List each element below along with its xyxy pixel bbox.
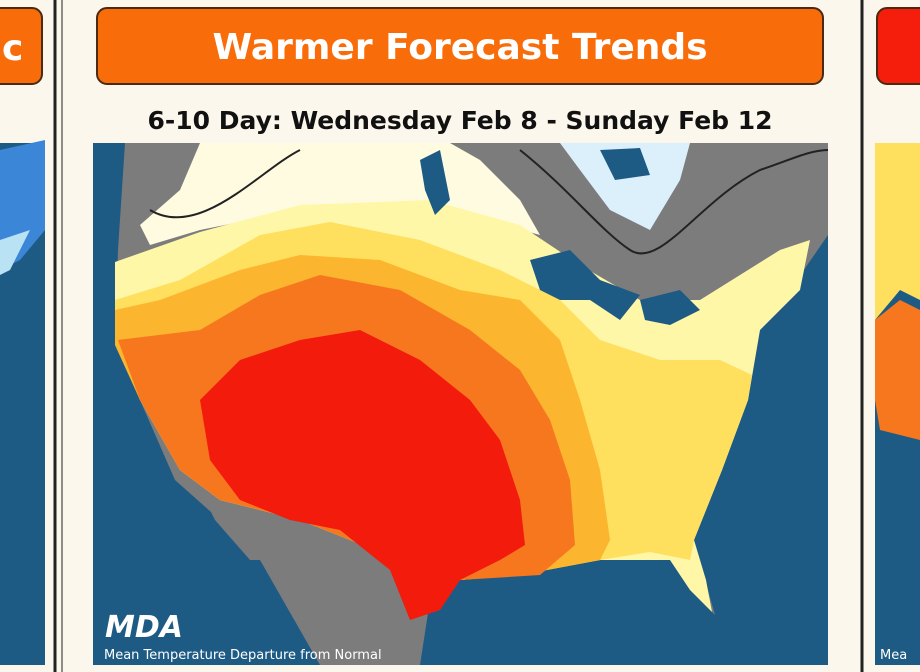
left-card[interactable]: c [0, 7, 45, 665]
left-card-header [0, 7, 43, 85]
contour-line [519, 149, 828, 255]
forecast-map: MDA Mean Temperature Departure from Norm… [93, 143, 828, 665]
right-card-header [876, 7, 920, 85]
right-card-map-band [875, 300, 920, 440]
center-card-subtitle: 6-10 Day: Wednesday Feb 8 - Sunday Feb 1… [147, 106, 772, 135]
great-lakes [640, 290, 700, 325]
left-card-title: c [2, 28, 23, 69]
center-card-header [96, 7, 824, 85]
contour-line [149, 149, 301, 219]
map-logo: MDA [105, 610, 183, 645]
lake [420, 150, 450, 215]
map-caption: Mean Temperature Departure from Normal [104, 648, 382, 663]
great-lakes [530, 250, 640, 320]
land [200, 490, 265, 560]
bay [560, 143, 690, 230]
center-card[interactable]: Warmer Forecast Trends 6-10 Day: Wednesd… [93, 7, 828, 665]
right-card-caption: Mea [880, 648, 907, 663]
right-card-map-band [875, 143, 920, 320]
temp-band-red [200, 330, 525, 620]
right-card[interactable]: Mea [875, 7, 920, 665]
lake [600, 148, 650, 180]
left-card-map-band [0, 230, 30, 275]
center-card-title: Warmer Forecast Trends [212, 27, 707, 68]
